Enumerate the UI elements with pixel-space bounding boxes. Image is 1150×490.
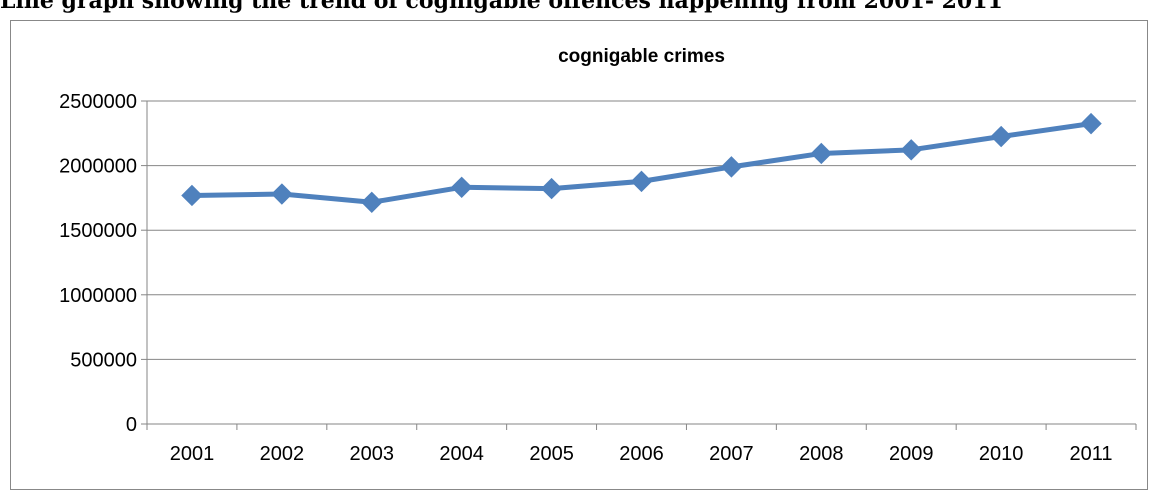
line-chart: cognigable crimes 0 500000 1000000 1500000 2…	[59, 46, 1137, 465]
data-point-marker	[720, 156, 743, 178]
data-point-marker	[181, 184, 203, 207]
x-tick-label: 2008	[799, 443, 844, 465]
figure-caption: Line graph showing the trend of cognigab…	[0, 0, 1003, 14]
data-point-marker	[810, 142, 833, 165]
x-tick-label: 2009	[889, 443, 934, 465]
x-tick-label: 2010	[979, 443, 1024, 465]
data-point-marker	[900, 139, 922, 161]
axes	[141, 100, 1137, 430]
gridlines	[147, 100, 1136, 360]
x-tick-label: 2002	[260, 443, 305, 465]
x-tick-label: 2005	[529, 443, 574, 465]
data-point-marker	[630, 170, 653, 193]
series	[181, 112, 1102, 213]
data-point-marker	[990, 125, 1012, 148]
data-point-marker	[1080, 112, 1102, 135]
y-tick-label: 0	[126, 414, 137, 436]
chart-title: cognigable crimes	[558, 46, 725, 67]
x-tick-label: 2007	[709, 443, 754, 465]
data-point-marker	[361, 191, 383, 213]
y-tick-label: 500000	[70, 349, 137, 371]
data-point-marker	[271, 183, 293, 205]
x-tick-labels: 2001 2002 2003 2004 2005 2006 2007 2008 2009 2010…	[170, 443, 1113, 465]
x-tick-label: 2001	[170, 443, 215, 465]
y-tick-labels: 0 500000 1000000 1500000 2000000 2500000	[59, 91, 137, 436]
y-tick-label: 2500000	[59, 91, 137, 113]
x-tick-label: 2006	[619, 443, 664, 465]
chart-frame: cognigable crimes 0 500000 1000000 1500000 2…	[10, 20, 1148, 490]
x-tick-label: 2011	[1070, 443, 1113, 465]
x-tick-label: 2004	[439, 443, 484, 465]
y-tick-label: 1000000	[59, 285, 137, 307]
y-tick-label: 1500000	[59, 220, 137, 242]
data-point-marker	[450, 176, 473, 199]
x-tick-label: 2003	[350, 443, 395, 465]
data-point-marker	[540, 177, 563, 200]
y-tick-label: 2000000	[59, 156, 137, 178]
